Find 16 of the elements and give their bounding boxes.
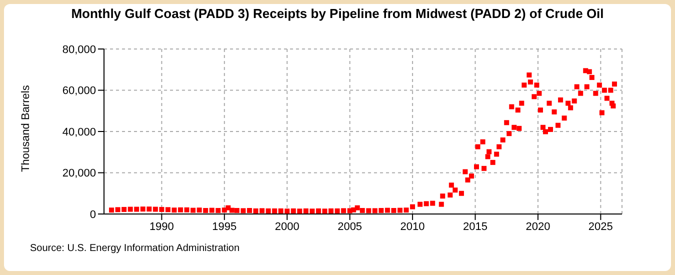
y-tick-label: 20,000 — [62, 168, 96, 180]
y-axis-title: Thousand Barrels — [20, 85, 32, 172]
x-tick-label: 2020 — [526, 220, 550, 233]
chart-title: Monthly Gulf Coast (PADD 3) Receipts by Pipeline from Midwest (PADD 2) of Crude Oil — [70, 6, 605, 21]
x-tick-label: 1995 — [212, 220, 237, 233]
x-tick-label: 2015 — [463, 220, 488, 233]
y-tick-label: 80,000 — [62, 44, 96, 56]
x-tick-label: 2025 — [588, 220, 613, 233]
x-tick-label: 2005 — [338, 220, 362, 233]
x-tick-label: 1990 — [149, 220, 174, 233]
y-tick-label: 60,000 — [62, 85, 96, 98]
x-tick-label: 2000 — [274, 220, 300, 233]
source-note: Source: U.S. Energy Information Administration — [30, 243, 240, 254]
x-tick-label: 2010 — [400, 220, 425, 233]
y-tick-label: 0 — [90, 208, 96, 221]
y-tick-label: 40,000 — [62, 126, 96, 138]
